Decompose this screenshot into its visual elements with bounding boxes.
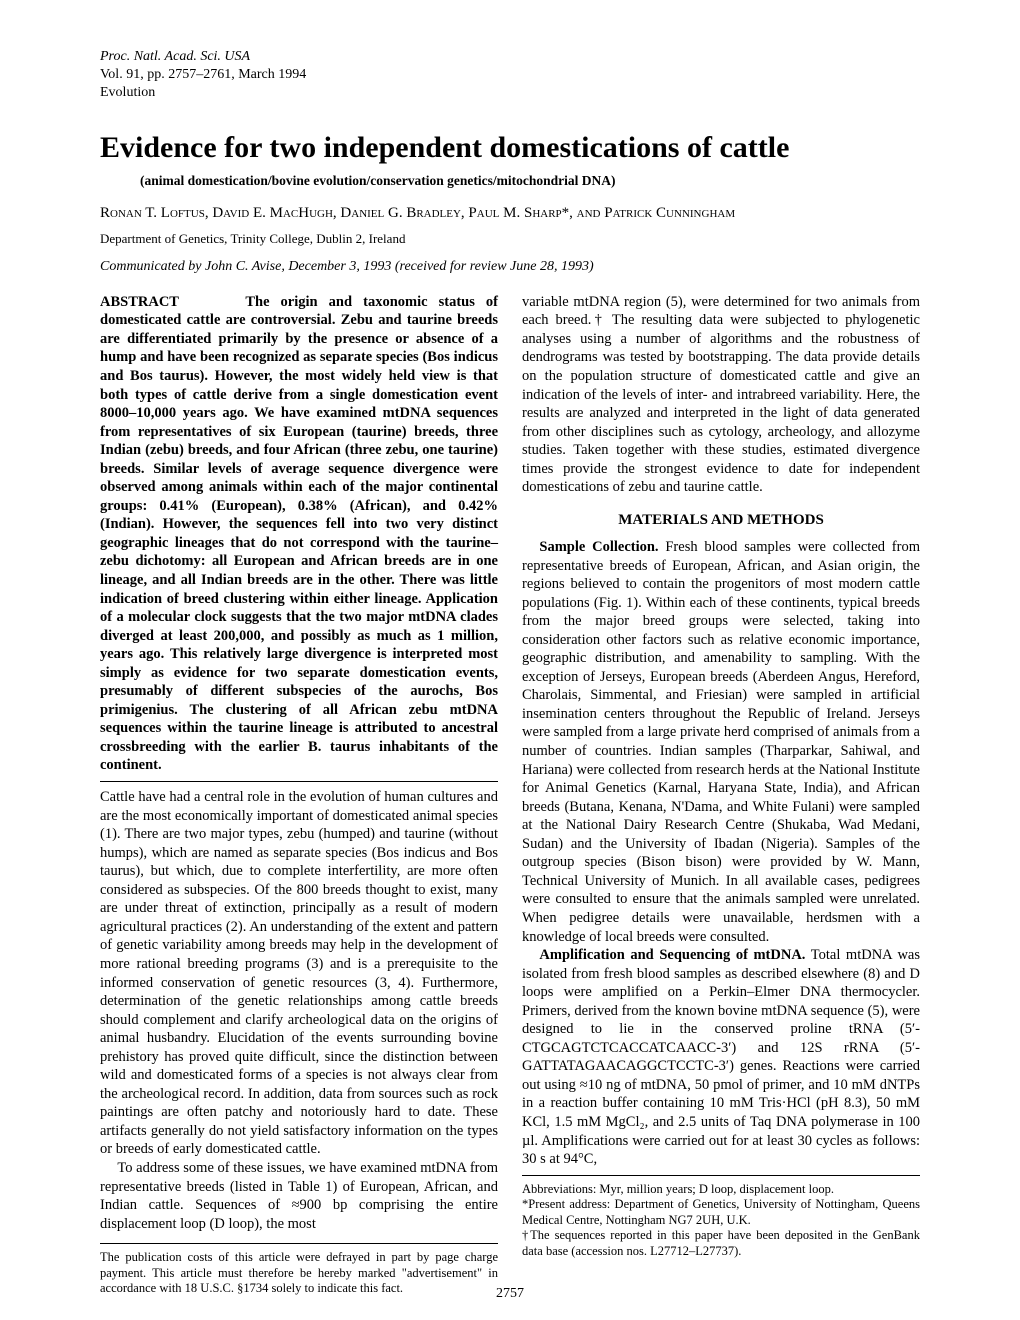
intro-paragraph-2: To address some of these issues, we have… xyxy=(100,1159,498,1233)
affiliation: Department of Genetics, Trinity College,… xyxy=(100,231,920,247)
amplification-text: Total mtDNA was isolated from fresh bloo… xyxy=(522,947,920,1167)
section-name: Evolution xyxy=(100,84,920,102)
amplification-label: Amplification and Sequencing of mtDNA. xyxy=(539,947,805,963)
footnote-abbrev: Abbreviations: Myr, million years; D loo… xyxy=(522,1182,920,1198)
methods-paragraph-2: Amplification and Sequencing of mtDNA. T… xyxy=(522,946,920,1169)
footnote-address: *Present address: Department of Genetics… xyxy=(522,1197,920,1228)
article-title: Evidence for two independent domesticati… xyxy=(100,131,920,165)
methods-paragraph-1: Sample Collection. Fresh blood samples w… xyxy=(522,538,920,946)
sample-collection-label: Sample Collection. xyxy=(539,539,658,555)
journal-name: Proc. Natl. Acad. Sci. USA xyxy=(100,48,920,66)
footnote-genbank: †The sequences reported in this paper ha… xyxy=(522,1228,920,1259)
communicated-by: Communicated by John C. Avise, December … xyxy=(100,259,920,275)
footnote-rule-left xyxy=(100,1243,498,1244)
sample-collection-text: Fresh blood samples were collected from … xyxy=(522,539,920,944)
right-paragraph-1: variable mtDNA region (5), were determin… xyxy=(522,293,920,497)
footnote-rule-right xyxy=(522,1175,920,1176)
volume-info: Vol. 91, pp. 2757–2761, March 1994 xyxy=(100,66,920,84)
page: Proc. Natl. Acad. Sci. USA Vol. 91, pp. … xyxy=(0,0,1020,1320)
author-list: Ronan T. Loftus, David E. MacHugh, Danie… xyxy=(100,203,920,223)
page-number: 2757 xyxy=(0,1286,1020,1302)
left-column: ABSTRACT The origin and taxonomic status… xyxy=(100,293,498,1297)
right-column: variable mtDNA region (5), were determin… xyxy=(522,293,920,1297)
section-heading-methods: MATERIALS AND METHODS xyxy=(522,511,920,530)
journal-header: Proc. Natl. Acad. Sci. USA Vol. 91, pp. … xyxy=(100,48,920,103)
abstract: ABSTRACT The origin and taxonomic status… xyxy=(100,293,498,775)
intro-paragraph-1: Cattle have had a central role in the ev… xyxy=(100,788,498,1159)
article-subtitle: (animal domestication/bovine evolution/c… xyxy=(140,173,920,189)
abstract-rule xyxy=(100,781,498,782)
abstract-text: The origin and taxonomic status of domes… xyxy=(100,294,498,774)
abstract-label: ABSTRACT xyxy=(100,294,179,310)
two-column-body: ABSTRACT The origin and taxonomic status… xyxy=(100,293,920,1297)
